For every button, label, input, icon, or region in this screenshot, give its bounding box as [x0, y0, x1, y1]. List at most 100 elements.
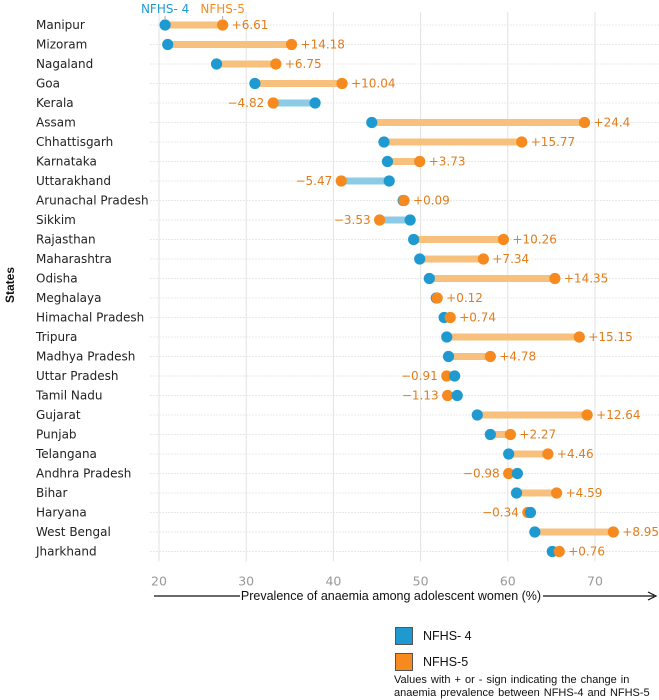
legend-label-nfhs5: NFHS-5 — [423, 655, 469, 669]
state-label: Himachal Pradesh — [36, 311, 144, 325]
state-label: Uttarakhand — [36, 174, 111, 188]
nfhs4-point — [159, 19, 171, 31]
state-label: Tripura — [35, 330, 77, 344]
nfhs4-point — [471, 409, 483, 421]
nfhs5-point — [553, 545, 565, 558]
x-tick-label: 60 — [500, 574, 516, 589]
change-label: +4.78 — [499, 350, 536, 364]
nfhs5-point — [581, 409, 593, 421]
change-label: +0.12 — [446, 291, 483, 305]
nfhs5-point — [335, 175, 347, 187]
state-label: Telangana — [35, 447, 97, 461]
x-tick-label: 30 — [238, 574, 254, 589]
x-tick-labels: 20 30 40 50 60 70 — [151, 574, 603, 589]
nfhs4-point — [378, 136, 390, 148]
change-label: +0.74 — [459, 311, 496, 325]
change-label: +4.59 — [566, 486, 603, 500]
series-header: NFHS- 4 NFHS-5 — [141, 2, 245, 19]
nfhs5-point — [503, 467, 515, 480]
state-label: Gujarat — [36, 408, 81, 422]
legend-item-nfhs5: NFHS-5 — [395, 649, 472, 675]
arrow-head-icon — [647, 591, 658, 601]
state-label: Uttar Pradesh — [36, 369, 118, 383]
nfhs4-point — [383, 175, 395, 187]
nfhs4-point — [381, 155, 394, 168]
nfhs4-point — [210, 58, 223, 70]
nfhs5-point — [336, 77, 348, 90]
legend-note: Values with + or - sign indicating the c… — [394, 674, 650, 699]
state-label: Rajasthan — [36, 233, 96, 247]
change-label: +12.64 — [596, 408, 640, 422]
nfhs5-point — [477, 253, 489, 265]
grid-lines — [150, 12, 659, 562]
nfhs5-point — [484, 350, 496, 363]
change-label: +2.27 — [519, 428, 556, 442]
nfhs4-point — [366, 116, 378, 129]
change-label: −4.82 — [227, 96, 264, 110]
nfhs5-point — [442, 389, 454, 402]
x-tick-label: 50 — [413, 574, 429, 589]
nfhs4-point — [503, 448, 515, 460]
legend-label-nfhs4: NFHS- 4 — [423, 629, 472, 643]
change-label: +0.76 — [568, 545, 605, 559]
change-label: +7.34 — [492, 252, 529, 266]
nfhs4-point — [249, 77, 261, 90]
nfhs5-point — [285, 38, 298, 51]
nfhs4-point — [423, 272, 435, 285]
nfhs4-point — [484, 428, 496, 441]
nfhs4-point — [442, 350, 455, 363]
change-label: +10.04 — [351, 77, 395, 91]
change-labels: +6.61 +14.18 +6.75 +10.04 −4.82 +24.4 +15.77 +3… — [227, 18, 659, 559]
state-label: Odisha — [36, 272, 78, 286]
x-tick-label: 20 — [151, 574, 167, 589]
change-label: +6.75 — [285, 57, 322, 71]
nfhs4-point — [524, 506, 537, 519]
change-label: +14.18 — [301, 38, 345, 52]
nfhs4-point — [511, 467, 523, 480]
state-label: Assam — [36, 116, 76, 130]
state-label: Tamil Nadu — [35, 389, 102, 403]
x-axis-label: Prevalence of anaemia among adolescent w… — [241, 589, 541, 603]
legend: NFHS- 4 NFHS-5 — [395, 623, 472, 675]
nfhs5-point — [441, 370, 453, 382]
change-label: −0.34 — [482, 506, 519, 520]
state-label: Goa — [36, 77, 60, 91]
nfhs4-point — [529, 526, 541, 538]
change-label: −0.98 — [463, 467, 500, 481]
change-label: +15.77 — [531, 135, 575, 149]
legend-swatch-nfhs5 — [395, 653, 413, 671]
state-label: Arunachal Pradesh — [36, 194, 149, 208]
nfhs5-point — [504, 428, 517, 441]
state-label: West Bengal — [36, 525, 111, 539]
nfhs4-point — [451, 389, 463, 402]
nfhs4-point — [309, 97, 321, 109]
nfhs4-point — [162, 38, 174, 51]
x-tick-label: 40 — [325, 574, 341, 589]
data-points — [159, 19, 619, 558]
state-label: Madhya Pradesh — [36, 350, 135, 364]
x-tick-label: 70 — [587, 574, 603, 589]
change-label: +3.73 — [429, 155, 466, 169]
header-nfhs5-label: NFHS-5 — [200, 2, 244, 16]
nfhs5-point — [217, 19, 229, 31]
change-label: +0.09 — [413, 194, 450, 208]
state-label: Chhattisgarh — [36, 135, 113, 149]
nfhs5-point — [414, 155, 426, 168]
nfhs5-point — [431, 292, 443, 304]
nfhs5-point — [549, 272, 561, 285]
change-bars — [165, 21, 614, 555]
legend-swatch-nfhs4 — [395, 627, 413, 645]
nfhs4-point — [414, 253, 426, 265]
state-label: Punjab — [36, 428, 77, 442]
y-axis-label: States — [3, 267, 17, 303]
state-label: Karnataka — [36, 155, 97, 169]
change-label: −1.13 — [402, 389, 439, 403]
state-label: Sikkim — [36, 213, 76, 227]
nfhs5-point — [578, 116, 591, 129]
state-label: Meghalaya — [36, 291, 101, 305]
nfhs5-point — [542, 448, 554, 460]
state-label: Haryana — [36, 506, 87, 520]
change-label: +24.4 — [594, 116, 631, 130]
change-label: +14.35 — [564, 272, 608, 286]
